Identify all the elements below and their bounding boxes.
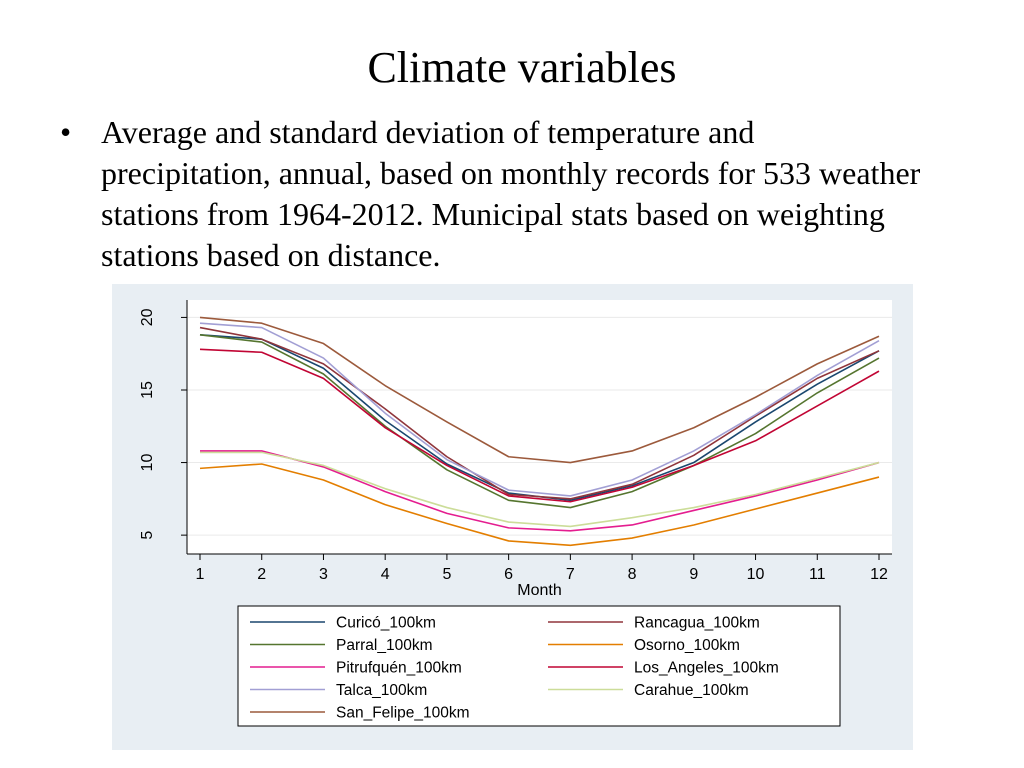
x-tick-label: 10 [747,566,765,583]
y-tick-label: 10 [139,454,156,472]
x-tick-label: 12 [870,566,888,583]
legend-label: Parral_100km [336,637,433,654]
x-tick-label: 5 [442,566,451,583]
chart-container: 5 10 15 20 1 2 3 4 5 6 7 8 9 10 11 12 Month Curicó_100… [112,284,913,750]
legend-label: Osorno_100km [634,637,740,654]
y-tick-label: 20 [139,308,156,326]
x-tick-label: 9 [689,566,698,583]
x-tick-label: 3 [319,566,328,583]
y-tick-label: 15 [139,381,156,399]
series-line [200,451,880,528]
series-line [199,326,880,500]
x-tick-label: 2 [257,566,266,583]
legend-label: Los_Angeles_100km [634,660,779,677]
legend-label: Carahue_100km [634,682,749,699]
x-tick-label: 1 [196,566,205,583]
legend-label: San_Felipe_100km [336,705,470,722]
series-lines [199,316,880,547]
legend-label: Curicó_100km [336,615,436,632]
series-line [199,334,880,509]
legend-box [237,605,841,727]
slide-title: Climate variables [367,43,677,92]
legend-label: Talca_100km [336,682,427,699]
x-tick-label: 8 [628,566,637,583]
series-line [199,463,880,547]
x-tick-label: 7 [566,566,575,583]
legend-label: Rancagua_100km [634,615,760,632]
x-tick-label: 11 [809,566,826,583]
legend: Curicó_100km Rancagua_100km Parral_100km Os… [250,615,779,722]
series-line [200,450,880,532]
x-axis-label: Month [517,582,561,599]
legend-label: Pitrufquén_100km [336,660,462,677]
series-line [199,322,880,497]
x-axis-ticks: 1 2 3 4 5 6 7 8 9 10 11 12 [196,554,888,583]
bullet-text: Average and standard deviation of temper… [101,114,921,273]
x-tick-label: 4 [381,566,390,583]
bullet-marker: • [60,114,72,150]
y-axis-ticks: 5 10 15 20 [139,308,187,540]
series-line [199,348,880,503]
series-line [199,316,880,464]
plot-area [187,300,892,554]
x-tick-label: 6 [504,566,513,583]
y-tick-label: 5 [139,531,156,540]
